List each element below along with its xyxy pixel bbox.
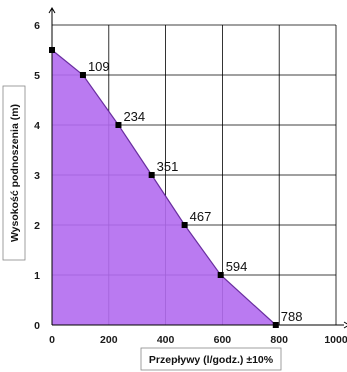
data-label: 594 (226, 259, 248, 274)
y-axis-title: Wysokość podnoszenia (m) (9, 104, 21, 242)
y-tick-label: 0 (34, 320, 40, 332)
data-labels: 109 234 351 467 594 788 (88, 59, 303, 324)
y-tick-label: 5 (34, 70, 40, 82)
area-layer (51, 49, 277, 326)
data-label: 234 (123, 109, 145, 124)
y-axis-arrow (48, 7, 56, 14)
x-tick-label: 800 (270, 334, 288, 346)
y-axis-title-box (2, 85, 26, 261)
data-point (49, 47, 55, 53)
data-points (49, 47, 279, 328)
data-point (115, 122, 122, 128)
data-point (181, 222, 188, 228)
x-tick-label: 0 (49, 334, 55, 346)
x-tick-label: 600 (214, 334, 232, 346)
data-label: 109 (88, 59, 110, 74)
y-tick-label: 6 (34, 20, 40, 32)
data-point (79, 72, 86, 78)
data-label: 788 (281, 309, 303, 324)
x-axis-title-box (140, 347, 282, 371)
data-point (148, 172, 155, 178)
y-tick-label: 3 (34, 170, 40, 182)
data-label: 351 (157, 159, 179, 174)
data-point (217, 272, 224, 278)
x-tick-label: 400 (157, 334, 175, 346)
x-tick-label: 200 (100, 334, 118, 346)
data-label: 467 (190, 209, 212, 224)
x-axis-arrow (343, 321, 347, 329)
y-tick-label: 1 (34, 270, 40, 282)
y-tick-label: 2 (34, 220, 40, 232)
data-point (272, 322, 279, 328)
area-fill (52, 50, 276, 325)
x-tick-label: 1000 (324, 334, 347, 346)
y-tick-label: 4 (34, 120, 40, 132)
x-axis-title: Przepływy (l/godz.) ±10% (149, 354, 274, 366)
axes (48, 7, 347, 329)
